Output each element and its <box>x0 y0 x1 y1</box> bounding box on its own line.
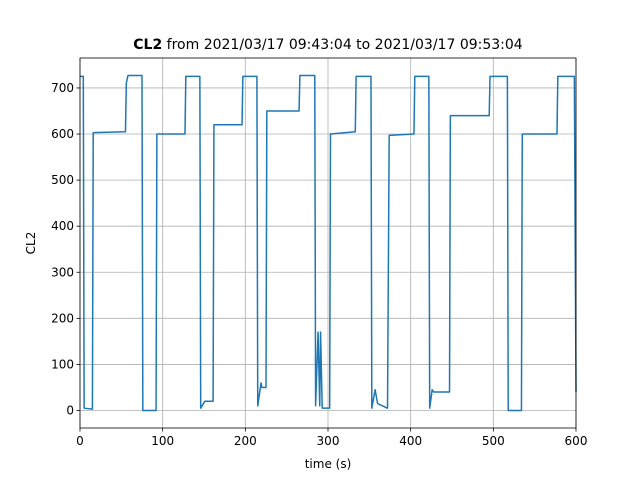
y-tick-label: 200 <box>51 311 74 325</box>
x-tick-label: 100 <box>151 434 174 448</box>
y-tick-label: 400 <box>51 219 74 233</box>
chart-title: CL2 from 2021/03/17 09:43:04 to 2021/03/… <box>133 37 523 53</box>
x-tick-label: 200 <box>234 434 257 448</box>
y-tick-label: 300 <box>51 265 74 279</box>
y-tick-label: 700 <box>51 81 74 95</box>
x-tick-label: 500 <box>482 434 505 448</box>
y-tick-label: 0 <box>66 403 74 417</box>
x-tick-label: 300 <box>317 434 340 448</box>
data-line <box>80 74 577 412</box>
title-name: CL2 <box>133 37 162 53</box>
title-text: from 2021/03/17 09:43:04 to 2021/03/17 0… <box>167 37 523 53</box>
y-axis-label: CL2 <box>24 232 38 255</box>
y-tick-label: 500 <box>51 173 74 187</box>
axes-frame <box>79 57 577 429</box>
x-tick-label: 400 <box>399 434 422 448</box>
x-tick-label: 0 <box>76 434 84 448</box>
y-tick-label: 100 <box>51 357 74 371</box>
y-tick-label: 600 <box>51 127 74 141</box>
x-tick-label: 600 <box>565 434 588 448</box>
x-axis-label: time (s) <box>305 457 352 471</box>
